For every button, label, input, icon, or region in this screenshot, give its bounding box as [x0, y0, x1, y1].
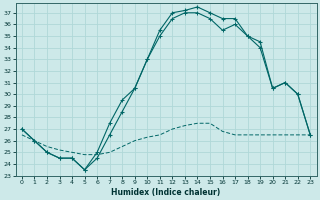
X-axis label: Humidex (Indice chaleur): Humidex (Indice chaleur) [111, 188, 221, 197]
